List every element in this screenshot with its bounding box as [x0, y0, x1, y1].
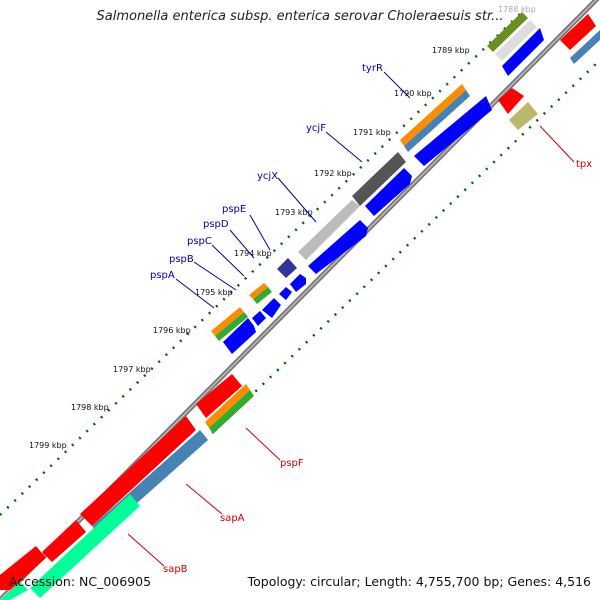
tick-label: 1794 kbp: [234, 249, 272, 258]
steelblue-feature: [404, 90, 470, 152]
gene-label-pspC: pspC: [187, 236, 212, 247]
faded-features: [487, 12, 537, 61]
cds-arrow: [0, 546, 46, 590]
gene-label-pspA: pspA: [150, 270, 175, 281]
gene-label-sapB: sapB: [163, 564, 188, 575]
tick-label: 1793 kbp: [275, 208, 313, 217]
accession-label: Accession: NC_006905: [9, 574, 152, 589]
tick-label: 1789 kbp: [432, 46, 470, 55]
cds-arrow: [196, 374, 242, 418]
cds-arrow: [560, 14, 596, 50]
genome-summary: Topology: circular; Length: 4,755,700 bp…: [247, 574, 591, 589]
cds-arrow: [498, 88, 524, 114]
springgreen-feature: [30, 494, 140, 598]
orange-feature: [211, 307, 244, 336]
tick-tracks: [0, 13, 600, 516]
gene-label-sapA: sapA: [220, 513, 245, 524]
cds-arrow: [262, 298, 281, 318]
tick-label: 1791 kbp: [353, 128, 391, 137]
cds-arrow: [42, 520, 86, 562]
springgreen-feature: [0, 582, 28, 600]
tick-label: 1796 kbp: [153, 326, 191, 335]
tick-label: 1795 kbp: [195, 288, 233, 297]
tick-label: 1797 kbp: [113, 365, 151, 374]
olive-feature: [487, 12, 528, 52]
green-feature: [209, 390, 254, 434]
orange-feature: [249, 283, 268, 299]
tick-label: 1798 kbp: [71, 403, 109, 412]
gene-label-pspE: pspE: [222, 204, 246, 215]
tick-labels: 1788 kbp 1789 kbp 1790 kbp 1791 kbp 1792…: [29, 5, 536, 450]
tick-label: 1799 kbp: [29, 441, 67, 450]
khaki-feature: [509, 102, 538, 130]
cds-arrow: [290, 274, 306, 292]
tick-label: 1790 kbp: [394, 89, 432, 98]
orange-feature: [400, 84, 466, 146]
cds-arrow: [502, 28, 544, 76]
cds-arrow: [308, 220, 368, 274]
darkgray-feature: [352, 152, 406, 206]
cds-arrow: [365, 168, 412, 216]
gene-label-pspD: pspD: [203, 219, 229, 230]
inner-tick-track: [204, 59, 600, 441]
gene-label-ycjF: ycjF: [306, 123, 326, 134]
map-title: Salmonella enterica subsp. enterica sero…: [96, 9, 504, 24]
cds-arrow: [414, 96, 492, 166]
forward-feature-bands: [211, 84, 470, 341]
cds-arrow: [252, 311, 266, 326]
gene-label-ycjX: ycjX: [257, 171, 278, 182]
forward-gene-labels: tyrR ycjF ycjX pspE pspD pspC pspB pspA: [150, 63, 411, 309]
green-feature: [215, 312, 248, 341]
tick-label: 1788 kbp: [498, 5, 536, 14]
forward-cds-track: [223, 28, 544, 354]
gene-label-pspB: pspB: [169, 254, 194, 265]
gene-label-tyrR: tyrR: [362, 63, 383, 74]
cds-arrow: [80, 416, 196, 526]
outer-tick-track: [0, 13, 521, 516]
navy-feature: [277, 258, 297, 278]
orange-feature: [205, 384, 250, 428]
lightgray-feature: [298, 200, 360, 260]
cds-arrow: [223, 318, 256, 354]
light-feature: [495, 20, 537, 61]
reverse-cds-track: [0, 14, 600, 600]
gene-label-tpx: tpx: [576, 159, 592, 170]
reverse-gene-labels: tpx pspF sapA sapB: [127, 125, 592, 575]
gene-label-pspF: pspF: [280, 458, 304, 469]
steelblue-feature: [570, 30, 600, 64]
cds-arrow: [279, 287, 292, 300]
green-feature: [253, 287, 272, 304]
tick-label: 1792 kbp: [314, 169, 352, 178]
